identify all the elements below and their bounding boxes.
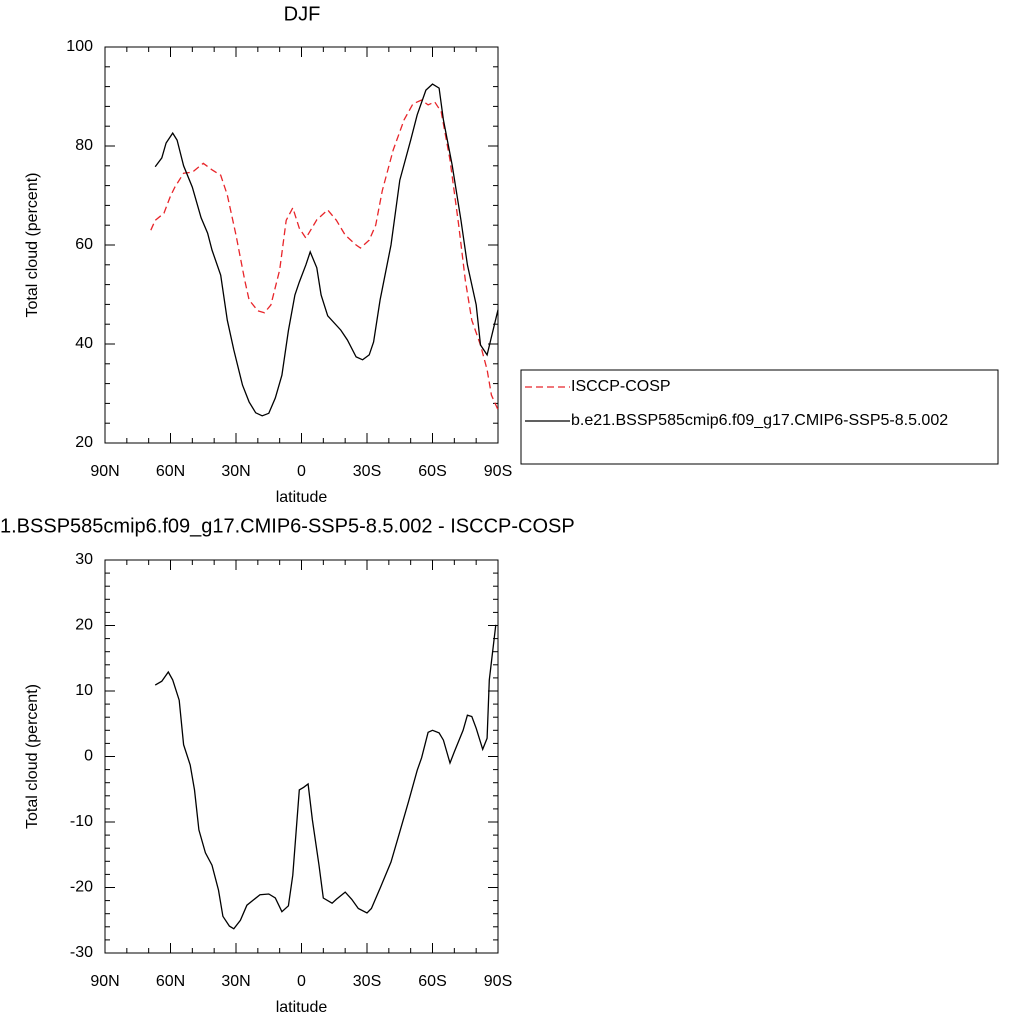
- data-line: [154, 624, 497, 930]
- x-tick-label: 30N: [221, 463, 250, 480]
- y-tick-label: 20: [75, 434, 93, 451]
- x-tick-label: 60N: [156, 463, 185, 480]
- data-line: [154, 83, 499, 417]
- y-axis-label: Total cloud (percent): [24, 684, 41, 829]
- y-tick-label: 10: [75, 682, 93, 699]
- legend-label: ISCCP-COSP: [571, 378, 671, 395]
- y-tick-label: 80: [75, 137, 93, 154]
- x-tick-label: 0: [297, 463, 306, 480]
- y-tick-label: -20: [70, 879, 93, 896]
- x-tick-label: 30S: [353, 463, 381, 480]
- y-tick-label: 20: [75, 617, 93, 634]
- x-axis-label: latitude: [276, 999, 328, 1016]
- legend-frame: [520, 369, 999, 465]
- x-tick-label: 90N: [90, 463, 119, 480]
- x-tick-label: 90S: [484, 973, 512, 990]
- y-tick-label: 40: [75, 335, 93, 352]
- data-line: [150, 99, 499, 411]
- x-tick-label: 60S: [418, 973, 446, 990]
- plot-frame: [104, 46, 499, 444]
- x-tick-label: 60N: [156, 973, 185, 990]
- x-axis-label: latitude: [276, 489, 328, 506]
- x-tick-label: 60S: [418, 463, 446, 480]
- y-tick-label: 100: [66, 38, 93, 55]
- x-tick-label: 30S: [353, 973, 381, 990]
- x-tick-label: 90S: [484, 463, 512, 480]
- chart-title: DJF: [284, 3, 321, 25]
- plot-frame: [104, 559, 499, 954]
- x-tick-label: 90N: [90, 973, 119, 990]
- legend-label: b.e21.BSSP585cmip6.f09_g17.CMIP6-SSP5-8.…: [571, 412, 948, 429]
- y-tick-label: 30: [75, 551, 93, 568]
- x-tick-label: 0: [297, 973, 306, 990]
- y-tick-label: 60: [75, 236, 93, 253]
- y-tick-label: -10: [70, 813, 93, 830]
- y-axis-label: Total cloud (percent): [24, 173, 41, 318]
- x-tick-label: 30N: [221, 973, 250, 990]
- y-tick-label: -30: [70, 944, 93, 961]
- chart-title: 1.BSSP585cmip6.f09_g17.CMIP6-SSP5-8.5.00…: [0, 515, 575, 537]
- y-tick-label: 0: [84, 748, 93, 765]
